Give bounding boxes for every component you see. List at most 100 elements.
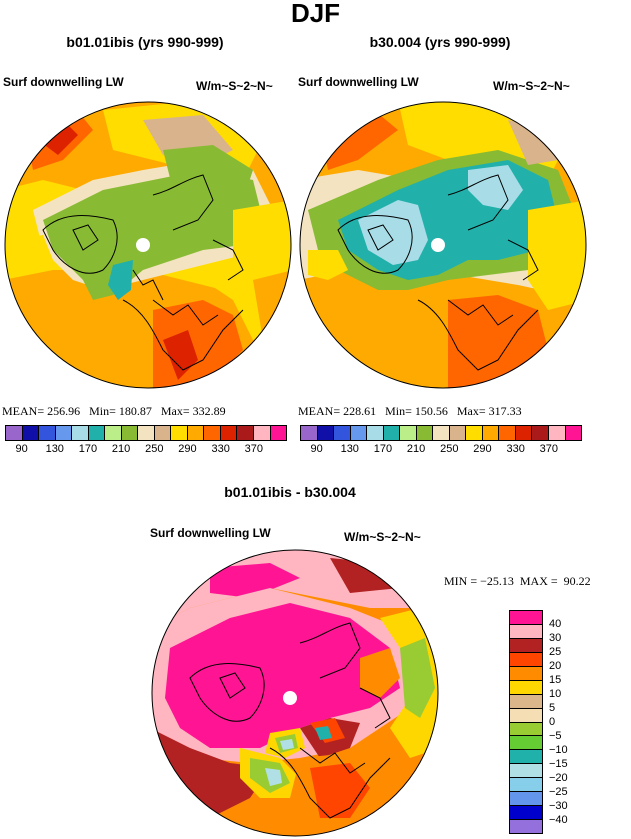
mean-value: 228.61 bbox=[343, 404, 377, 418]
colorbar-tick-label: 330 bbox=[211, 443, 230, 455]
colorbar-swatch bbox=[138, 426, 155, 440]
colorbar-swatch bbox=[400, 426, 417, 440]
colorbar-swatch bbox=[220, 426, 238, 440]
colorbar-tick-label: 250 bbox=[145, 443, 164, 455]
max-label: Max= bbox=[160, 404, 190, 418]
colorbar-tick-label: −25 bbox=[549, 786, 568, 798]
colorbar-tick-label: −30 bbox=[549, 800, 568, 812]
colorbar-swatch bbox=[510, 806, 542, 821]
colorbar-tick-label: 130 bbox=[45, 443, 64, 455]
colorbar-tick-label: 10 bbox=[549, 688, 562, 700]
colorbar-swatch bbox=[510, 764, 542, 779]
colorbar-swatch bbox=[499, 426, 516, 440]
panel-right-variable: Surf downwelling LW bbox=[298, 75, 419, 89]
map-left bbox=[4, 101, 292, 389]
panel-left-variable: Surf downwelling LW bbox=[3, 75, 124, 89]
colorbar-swatch bbox=[510, 708, 542, 723]
diff-variable: Surf downwelling LW bbox=[150, 526, 271, 540]
colorbar-swatch bbox=[515, 426, 533, 440]
min-value: 150.56 bbox=[414, 404, 448, 418]
panel-right-units: W/m~S~2~N~ bbox=[493, 79, 570, 93]
colorbar-left bbox=[5, 425, 287, 441]
min-label: Min= bbox=[385, 404, 412, 418]
mean-value: 256.96 bbox=[47, 404, 81, 418]
panel-right-stats: MEAN= 228.61 Min= 150.56 Max= 317.33 bbox=[298, 404, 522, 419]
colorbar-swatch bbox=[548, 426, 566, 440]
colorbar-tick-label: 25 bbox=[549, 646, 562, 658]
colorbar-right-labels: 90 130 170 210 250 290 330 370 bbox=[300, 443, 582, 457]
panel-left-title: b01.01ibis (yrs 990-999) bbox=[66, 34, 224, 50]
max-value: 332.89 bbox=[192, 404, 226, 418]
colorbar-tick-label: −15 bbox=[549, 758, 568, 770]
colorbar-tick-label: 5 bbox=[549, 702, 556, 714]
colorbar-swatch bbox=[466, 426, 483, 440]
colorbar-tick-label: −5 bbox=[549, 730, 562, 742]
diff-minmax: MIN = −25.13 MAX = 90.22 bbox=[444, 574, 591, 588]
colorbar-tick-label: 130 bbox=[340, 443, 359, 455]
max-value: 317.33 bbox=[488, 404, 522, 418]
colorbar-tick-label: 330 bbox=[506, 443, 525, 455]
colorbar-swatch bbox=[55, 426, 73, 440]
colorbar-tick-label: 250 bbox=[440, 443, 459, 455]
panel-left-stats: MEAN= 256.96 Min= 180.87 Max= 332.89 bbox=[2, 404, 226, 419]
colorbar-tick-label: 370 bbox=[244, 443, 263, 455]
colorbar-tick-label: 290 bbox=[178, 443, 197, 455]
mean-label: MEAN= bbox=[298, 404, 341, 418]
colorbar-tick-label: 40 bbox=[549, 618, 562, 630]
colorbar-tick-label: 210 bbox=[406, 443, 426, 455]
colorbar-swatch bbox=[72, 426, 89, 440]
colorbar-swatch bbox=[510, 778, 542, 793]
colorbar-diff bbox=[509, 610, 543, 834]
colorbar-tick-label: 15 bbox=[549, 674, 562, 686]
panel-right-title: b30.004 (yrs 990-999) bbox=[369, 34, 511, 50]
colorbar-tick-label: 170 bbox=[78, 443, 98, 455]
colorbar-swatch bbox=[187, 426, 205, 440]
max-label: Max= bbox=[456, 404, 486, 418]
colorbar-swatch bbox=[510, 624, 542, 639]
min-label: Min= bbox=[89, 404, 116, 418]
colorbar-swatch bbox=[510, 652, 542, 667]
main-title: DJF bbox=[290, 0, 341, 28]
colorbar-swatch bbox=[510, 611, 542, 625]
colorbar-swatch bbox=[510, 694, 542, 709]
colorbar-tick-label: 370 bbox=[539, 443, 558, 455]
colorbar-tick-label: −20 bbox=[549, 772, 568, 784]
colorbar-swatch bbox=[334, 426, 351, 440]
colorbar-swatch bbox=[121, 426, 139, 440]
colorbar-tick-label: 290 bbox=[473, 443, 492, 455]
colorbar-diff-labels: 40 30 25 20 15 10 5 0 −5 −10 −15 −20 −25 −30 −40 bbox=[549, 610, 589, 834]
colorbar-swatch bbox=[510, 820, 542, 833]
colorbar-swatch bbox=[88, 426, 106, 440]
colorbar-swatch bbox=[6, 426, 23, 440]
colorbar-swatch bbox=[383, 426, 401, 440]
colorbar-tick-label: −40 bbox=[549, 814, 568, 826]
map-diff bbox=[151, 549, 439, 837]
colorbar-swatch bbox=[39, 426, 56, 440]
colorbar-swatch bbox=[253, 426, 271, 440]
colorbar-swatch bbox=[237, 426, 254, 440]
colorbar-swatch bbox=[510, 666, 542, 681]
mean-label: MEAN= bbox=[2, 404, 45, 418]
map-right bbox=[299, 101, 587, 389]
colorbar-tick-label: 90 bbox=[15, 443, 28, 455]
colorbar-swatch bbox=[532, 426, 549, 440]
colorbar-swatch bbox=[105, 426, 122, 440]
colorbar-swatch bbox=[22, 426, 40, 440]
colorbar-tick-label: 90 bbox=[310, 443, 323, 455]
colorbar-right bbox=[300, 425, 582, 441]
colorbar-swatch bbox=[433, 426, 450, 440]
colorbar-swatch bbox=[510, 680, 542, 695]
colorbar-swatch bbox=[301, 426, 318, 440]
colorbar-swatch bbox=[204, 426, 221, 440]
colorbar-tick-label: 20 bbox=[549, 660, 562, 672]
diff-units: W/m~S~2~N~ bbox=[344, 530, 421, 544]
colorbar-tick-label: 0 bbox=[549, 716, 556, 728]
colorbar-swatch bbox=[270, 426, 287, 440]
colorbar-left-labels: 90 130 170 210 250 290 330 370 bbox=[5, 443, 287, 457]
diff-title: b01.01ibis - b30.004 bbox=[224, 484, 356, 500]
colorbar-swatch bbox=[510, 638, 542, 653]
colorbar-swatch bbox=[416, 426, 434, 440]
colorbar-tick-label: 210 bbox=[111, 443, 131, 455]
colorbar-swatch bbox=[367, 426, 384, 440]
colorbar-swatch bbox=[350, 426, 368, 440]
